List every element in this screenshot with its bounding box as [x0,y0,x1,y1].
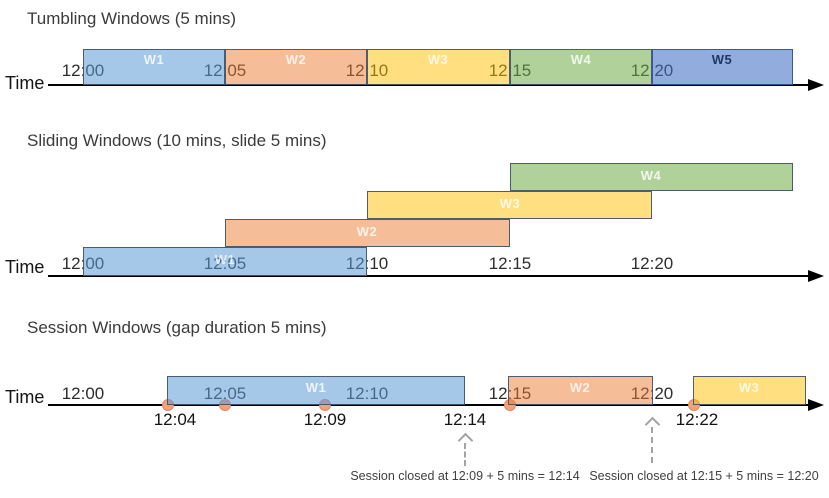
tumbling-w1-box [83,49,225,85]
sliding-w1-label: W1 [214,252,236,267]
session-w1-box [167,376,465,405]
sliding-w4-box [510,163,793,191]
sliding-w1-box [83,247,367,276]
session-section-title: Session Windows (gap duration 5 mins) [27,318,327,337]
sliding-w2-label: W2 [356,224,378,239]
session-event-label-1204: 12:04 [153,410,197,429]
tumbling-w1-label: W1 [143,52,165,67]
tumbling-w4-label: W4 [570,52,592,67]
session-event-label-1209: 12:09 [303,410,347,429]
sliding-w4-label: W4 [640,168,662,183]
sliding-timeline-arrowhead-icon [808,270,824,282]
annotation-arrow-shaft-2 [651,427,653,463]
session-w2-box [508,376,653,405]
sliding-w2-box [225,219,510,247]
session-time-axis-label: Time [5,387,45,407]
sliding-tick-1220: 12:20 [630,254,674,273]
session-w3-box [693,376,806,405]
sliding-section-title: Sliding Windows (10 mins, slide 5 mins) [27,131,327,150]
session-w3-label: W3 [738,380,760,395]
session-timeline-arrowhead-icon [808,399,824,411]
sliding-w3-box [367,191,652,219]
tumbling-w4-box [510,49,652,85]
tumbling-w5-label: W5 [711,52,733,67]
tumbling-w3-box [367,49,510,85]
sliding-time-axis-label: Time [5,257,45,277]
session-w2-label: W2 [569,380,591,395]
sliding-tick-1215: 12:15 [488,254,532,273]
tumbling-w3-label: W3 [427,52,449,67]
tumbling-w5-box [652,49,793,85]
session-w1-label: W1 [305,380,327,395]
sliding-timeline [48,275,810,277]
tumbling-timeline [48,84,810,86]
tumbling-time-axis-label: Time [5,73,45,93]
tumbling-section-title: Tumbling Windows (5 mins) [27,9,237,28]
session-timeline [48,404,810,406]
session-tick-1200: 12:00 [61,384,105,403]
tumbling-w2-label: W2 [285,52,307,67]
session-closed-annotation-1: Session closed at 12:09 + 5 mins = 12:14 [350,469,580,483]
sliding-w3-label: W3 [499,196,521,211]
session-event-label-1222: 12:22 [675,410,719,429]
tumbling-timeline-arrowhead-icon [808,79,824,91]
tumbling-w2-box [225,49,367,85]
annotation-arrow-shaft-1 [464,443,466,466]
session-closed-annotation-2: Session closed at 12:15 + 5 mins = 12:20 [589,469,819,483]
session-close-label-1214: 12:14 [443,410,487,429]
